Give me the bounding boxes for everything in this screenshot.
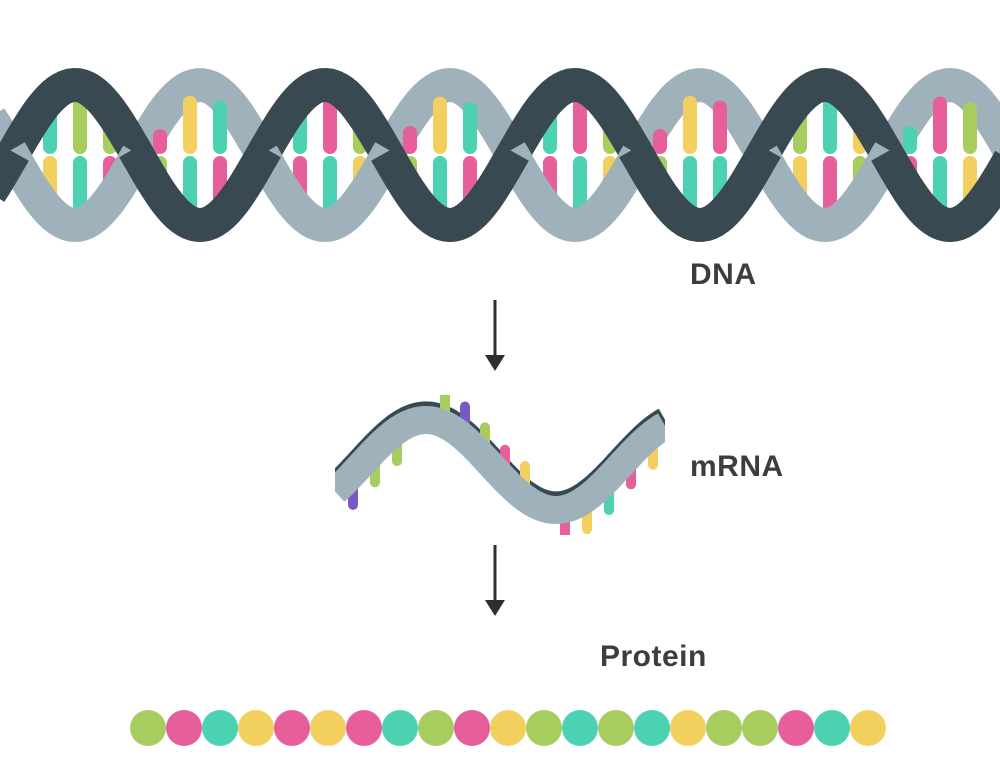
protein-bead xyxy=(814,710,850,746)
protein-bead xyxy=(274,710,310,746)
protein-bead xyxy=(850,710,886,746)
protein-bead xyxy=(634,710,670,746)
dna-helix xyxy=(0,45,1000,265)
arrow-dna-to-mrna xyxy=(479,300,511,371)
protein-label: Protein xyxy=(600,640,707,674)
protein-bead xyxy=(670,710,706,746)
protein-bead xyxy=(454,710,490,746)
central-dogma-diagram: DNA mRNA Protein xyxy=(0,0,1000,784)
mrna-strand xyxy=(335,395,665,535)
dna-label: DNA xyxy=(690,258,757,292)
protein-bead xyxy=(346,710,382,746)
protein-bead xyxy=(706,710,742,746)
protein-bead xyxy=(418,710,454,746)
protein-bead xyxy=(562,710,598,746)
protein-bead xyxy=(202,710,238,746)
protein-bead xyxy=(742,710,778,746)
protein-bead xyxy=(166,710,202,746)
arrow-mrna-to-protein xyxy=(479,545,511,616)
protein-bead xyxy=(526,710,562,746)
dna-helix-svg xyxy=(0,45,1000,265)
mrna-label: mRNA xyxy=(690,450,784,484)
protein-bead xyxy=(490,710,526,746)
protein-bead xyxy=(238,710,274,746)
protein-bead xyxy=(598,710,634,746)
protein-bead xyxy=(778,710,814,746)
protein-bead xyxy=(310,710,346,746)
protein-bead xyxy=(130,710,166,746)
protein-chain xyxy=(130,710,886,746)
mrna-strand-svg xyxy=(335,395,665,535)
protein-bead xyxy=(382,710,418,746)
